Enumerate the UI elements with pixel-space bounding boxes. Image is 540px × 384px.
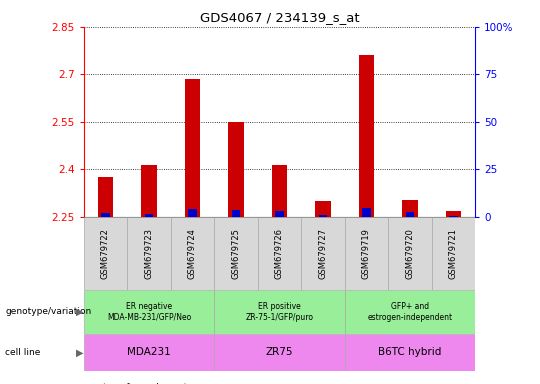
Bar <box>359 55 374 217</box>
Text: B6TC hybrid: B6TC hybrid <box>378 347 442 358</box>
Bar <box>402 200 417 217</box>
Bar <box>345 290 475 334</box>
Bar <box>214 290 345 334</box>
Bar <box>232 210 240 217</box>
Text: GSM679726: GSM679726 <box>275 228 284 279</box>
Bar <box>446 210 461 217</box>
Bar <box>345 334 475 371</box>
Text: GSM679724: GSM679724 <box>188 228 197 279</box>
Text: GSM679723: GSM679723 <box>145 228 153 279</box>
Bar <box>431 217 475 290</box>
Bar <box>101 213 110 217</box>
Text: ▶: ▶ <box>76 347 83 358</box>
Text: genotype/variation: genotype/variation <box>5 308 92 316</box>
Text: ZR75: ZR75 <box>266 347 293 358</box>
Text: ER negative
MDA-MB-231/GFP/Neo: ER negative MDA-MB-231/GFP/Neo <box>107 302 191 322</box>
Bar <box>272 165 287 217</box>
Text: cell line: cell line <box>5 348 41 357</box>
Text: GSM679719: GSM679719 <box>362 228 371 279</box>
Bar <box>275 211 284 217</box>
Text: GFP+ and
estrogen-independent: GFP+ and estrogen-independent <box>367 302 453 322</box>
Text: ▶: ▶ <box>76 307 83 317</box>
Bar <box>188 209 197 217</box>
Text: GSM679725: GSM679725 <box>232 228 240 279</box>
Bar <box>301 217 345 290</box>
Bar <box>388 217 431 290</box>
Text: GSM679722: GSM679722 <box>101 228 110 279</box>
Bar <box>315 201 330 217</box>
Bar <box>84 334 214 371</box>
Text: GSM679720: GSM679720 <box>406 228 415 279</box>
Text: ER positive
ZR-75-1/GFP/puro: ER positive ZR-75-1/GFP/puro <box>246 302 313 322</box>
Text: GSM679727: GSM679727 <box>319 228 327 279</box>
Bar <box>345 217 388 290</box>
Bar <box>214 334 345 371</box>
Bar <box>145 214 153 217</box>
Bar <box>362 209 371 217</box>
Text: MDA231: MDA231 <box>127 347 171 358</box>
Text: ■: ■ <box>89 383 98 384</box>
Title: GDS4067 / 234139_s_at: GDS4067 / 234139_s_at <box>200 11 359 24</box>
Bar <box>98 177 113 217</box>
Bar <box>141 165 157 217</box>
Bar <box>214 217 258 290</box>
Bar <box>319 215 327 217</box>
Bar <box>258 217 301 290</box>
Text: GSM679721: GSM679721 <box>449 228 458 279</box>
Bar <box>406 212 414 217</box>
Bar <box>228 122 244 217</box>
Bar <box>127 217 171 290</box>
Bar <box>84 290 214 334</box>
Bar <box>171 217 214 290</box>
Bar <box>185 79 200 217</box>
Bar <box>449 216 458 217</box>
Bar <box>84 217 127 290</box>
Text: transformed count: transformed count <box>103 383 187 384</box>
